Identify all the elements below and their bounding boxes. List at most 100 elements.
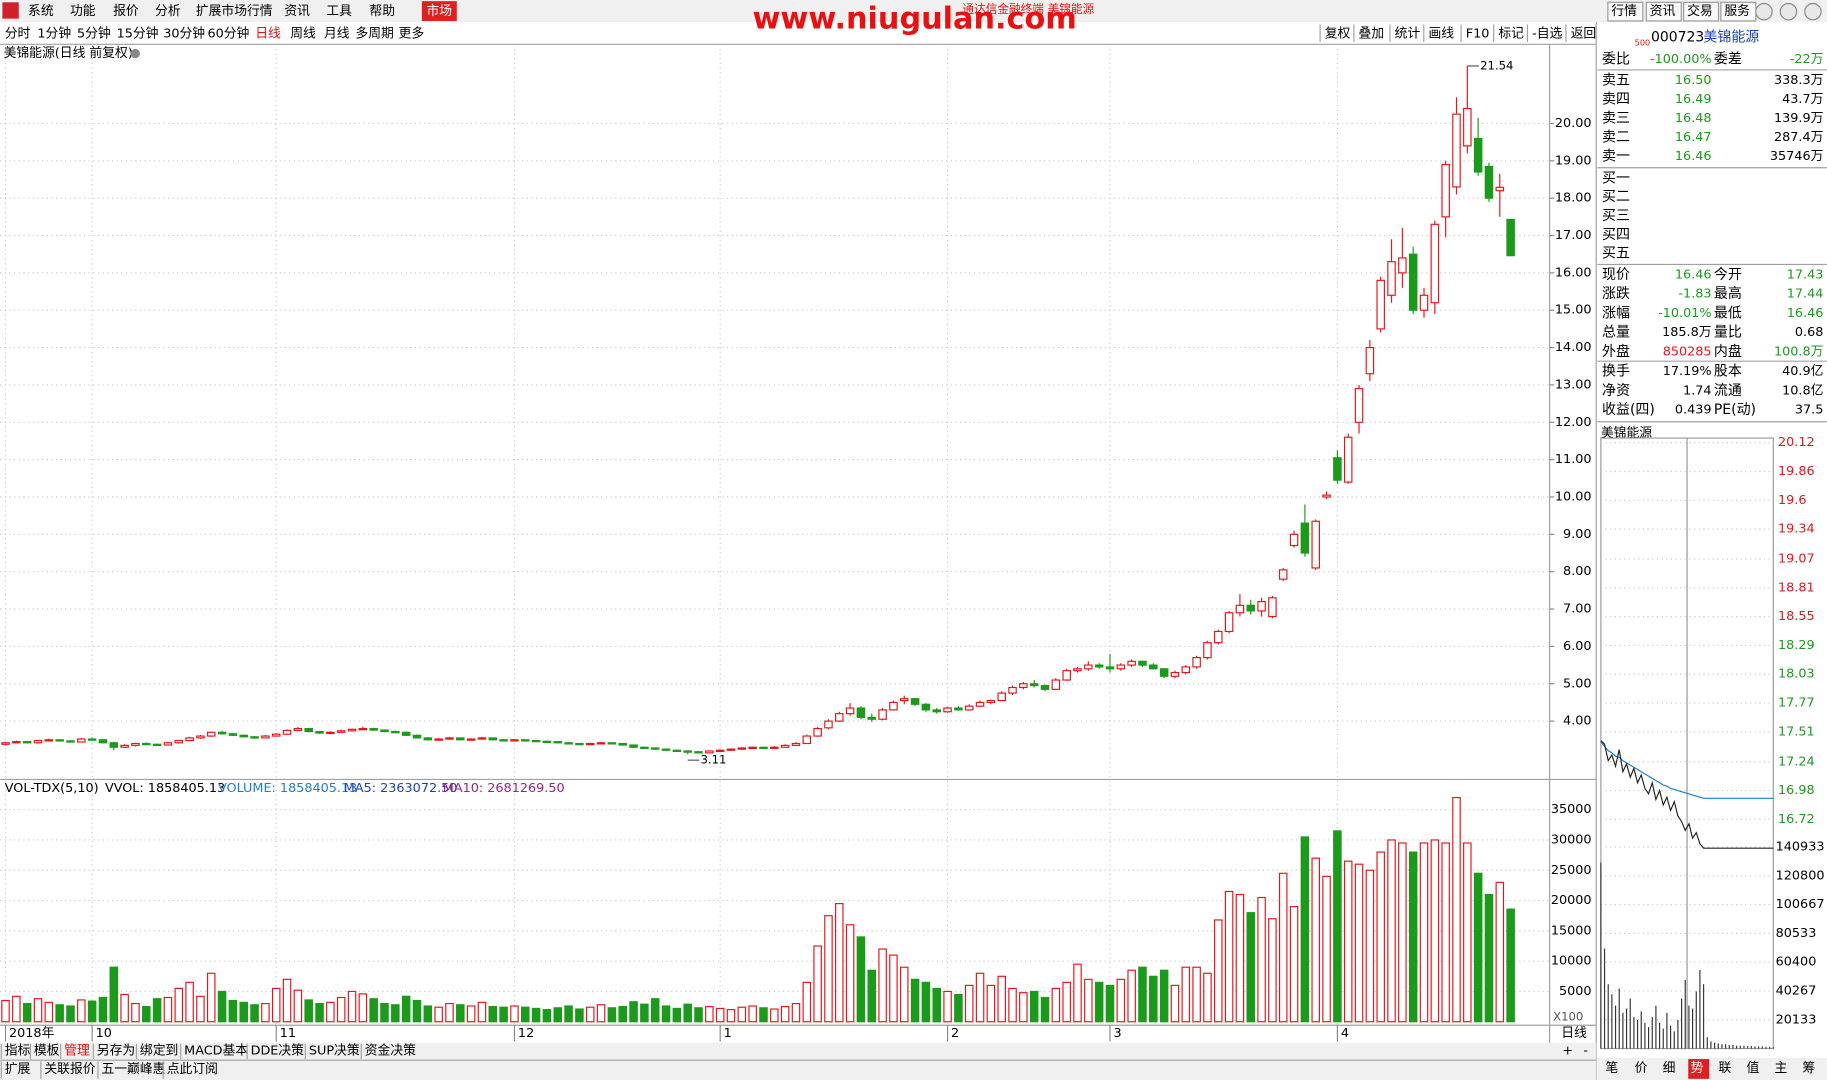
menu-item[interactable]: 系统	[28, 4, 54, 19]
volume-bar	[217, 990, 227, 1023]
volume-bar	[228, 999, 238, 1023]
volume-bar	[867, 969, 877, 1023]
volume-bar	[66, 1005, 75, 1023]
bottom-tab[interactable]: 模板	[34, 1043, 60, 1058]
zoom-out[interactable]: -	[1583, 1043, 1588, 1058]
candle-body	[1430, 223, 1440, 304]
candle-body	[196, 735, 205, 739]
side-tab[interactable]: 联	[1719, 1061, 1732, 1076]
ask-volume: 287.4万	[1774, 130, 1824, 145]
bottom-link[interactable]: 五一巅峰惠	[101, 1062, 165, 1077]
quote-value: 16.46	[1675, 267, 1712, 282]
volume-bar	[1387, 839, 1396, 1023]
x-tick-label: 12	[518, 1026, 534, 1041]
bottom-tab[interactable]: SUP决策	[309, 1042, 360, 1058]
candle-body	[510, 739, 519, 742]
menu-item[interactable]: 工具	[326, 4, 352, 19]
menu-item[interactable]: 功能	[70, 4, 96, 19]
restore-button[interactable]	[1779, 2, 1798, 21]
toolbar-button[interactable]: -自选	[1532, 26, 1562, 41]
zoom-in[interactable]: +	[1562, 1043, 1573, 1058]
toolbar-button[interactable]: 统计	[1395, 26, 1421, 41]
side-tab[interactable]: 值	[1747, 1060, 1760, 1076]
period-tab[interactable]: 分时	[5, 26, 31, 41]
volume-label: VVOL: 1858405.13	[105, 781, 225, 796]
period-tab[interactable]: 日线	[255, 26, 281, 41]
bottom-link[interactable]: 扩展	[5, 1062, 31, 1077]
toolbar-button[interactable]: 画线	[1428, 26, 1454, 41]
volume-bar	[1473, 872, 1483, 1023]
menu-item[interactable]: 扩展市场行情	[196, 3, 273, 19]
menu-item[interactable]: 分析	[155, 4, 181, 19]
candle-body	[856, 707, 866, 718]
top-button[interactable]: 服务	[1724, 3, 1750, 19]
candle-body	[1073, 668, 1082, 672]
side-tab[interactable]: 主	[1774, 1061, 1787, 1076]
y-tick-label: 4.00	[1563, 714, 1592, 729]
volume-bar	[650, 998, 660, 1023]
minimize-button[interactable]	[1755, 2, 1773, 21]
candle-body	[77, 738, 86, 743]
toolbar-button[interactable]: F10	[1466, 26, 1490, 41]
candle-body	[1311, 520, 1320, 569]
volume-bar	[304, 999, 313, 1023]
volume-bar	[1430, 839, 1440, 1023]
title-menu-icon[interactable]	[130, 48, 140, 59]
top-button[interactable]: 交易	[1687, 3, 1713, 19]
quote-label: 净资	[1602, 383, 1630, 399]
volume-bar	[521, 1006, 530, 1023]
volume-bar	[1463, 842, 1472, 1023]
period-tab[interactable]: 5分钟	[77, 25, 111, 41]
volume-label: MA10: 2681269.50	[443, 781, 565, 796]
toolbar-button[interactable]: 叠加	[1359, 26, 1385, 41]
bottom-tab[interactable]: 指标	[5, 1043, 31, 1058]
toolbar-button[interactable]: 标记	[1498, 26, 1524, 41]
candle-body	[358, 727, 368, 731]
side-tab[interactable]: 细	[1663, 1061, 1676, 1076]
period-tab[interactable]: 60分钟	[207, 25, 249, 41]
bottom-tab[interactable]: DDE决策	[251, 1042, 305, 1058]
volume-bar	[1127, 969, 1136, 1023]
bottom-link[interactable]: 关联报价	[44, 1062, 95, 1077]
bottom-tab[interactable]: 另存为	[97, 1043, 135, 1058]
volume-bar	[1170, 984, 1180, 1023]
volume-bar	[542, 1009, 552, 1023]
side-tab[interactable]: 价	[1635, 1061, 1648, 1076]
menu-item[interactable]: 帮助	[369, 4, 395, 19]
candle-body	[705, 750, 714, 754]
top-button[interactable]: 资讯	[1650, 4, 1676, 19]
bottom-tab[interactable]: 绑定到	[140, 1043, 178, 1058]
ask-volume: 338.3万	[1774, 73, 1824, 88]
bottom-tab[interactable]: 资金决策	[365, 1042, 416, 1058]
side-tab[interactable]: 笔	[1606, 1060, 1619, 1076]
volume-bar	[477, 1001, 487, 1023]
side-tab[interactable]: 势	[1691, 1060, 1704, 1076]
menu-item[interactable]: 报价	[113, 4, 139, 19]
side-tab[interactable]: 筹	[1802, 1060, 1815, 1076]
bottom-tab[interactable]: MACD基本	[184, 1043, 248, 1058]
period-tab[interactable]: 多周期	[355, 26, 393, 41]
ask-label: 卖五	[1602, 72, 1630, 88]
menu-item[interactable]: 资讯	[284, 4, 310, 19]
quote-value: 185.8万	[1662, 325, 1712, 340]
candle-body	[1235, 604, 1245, 614]
period-tab[interactable]: 15分钟	[117, 25, 159, 41]
y-tick-label: 5.00	[1563, 676, 1592, 691]
candle-body	[683, 750, 692, 753]
bottom-tab[interactable]: 管理	[64, 1043, 90, 1058]
volume-bar	[780, 1006, 790, 1023]
candle-body	[315, 730, 324, 734]
period-tab[interactable]: 更多	[399, 26, 425, 41]
bottom-link[interactable]: 点此订阅	[167, 1062, 218, 1077]
toolbar-button[interactable]: 返回	[1571, 26, 1597, 41]
close-button[interactable]	[1804, 2, 1822, 21]
period-tab[interactable]: 30分钟	[163, 25, 205, 41]
menu-item[interactable]: 市场	[427, 3, 453, 19]
period-tab[interactable]: 周线	[290, 26, 316, 41]
toolbar-button[interactable]: 复权	[1325, 25, 1351, 41]
market-tab-bg	[421, 1, 457, 21]
volume-bar	[997, 975, 1006, 1023]
period-tab[interactable]: 月线	[324, 26, 350, 41]
top-button[interactable]: 行情	[1611, 4, 1637, 19]
period-tab[interactable]: 1分钟	[37, 25, 71, 41]
